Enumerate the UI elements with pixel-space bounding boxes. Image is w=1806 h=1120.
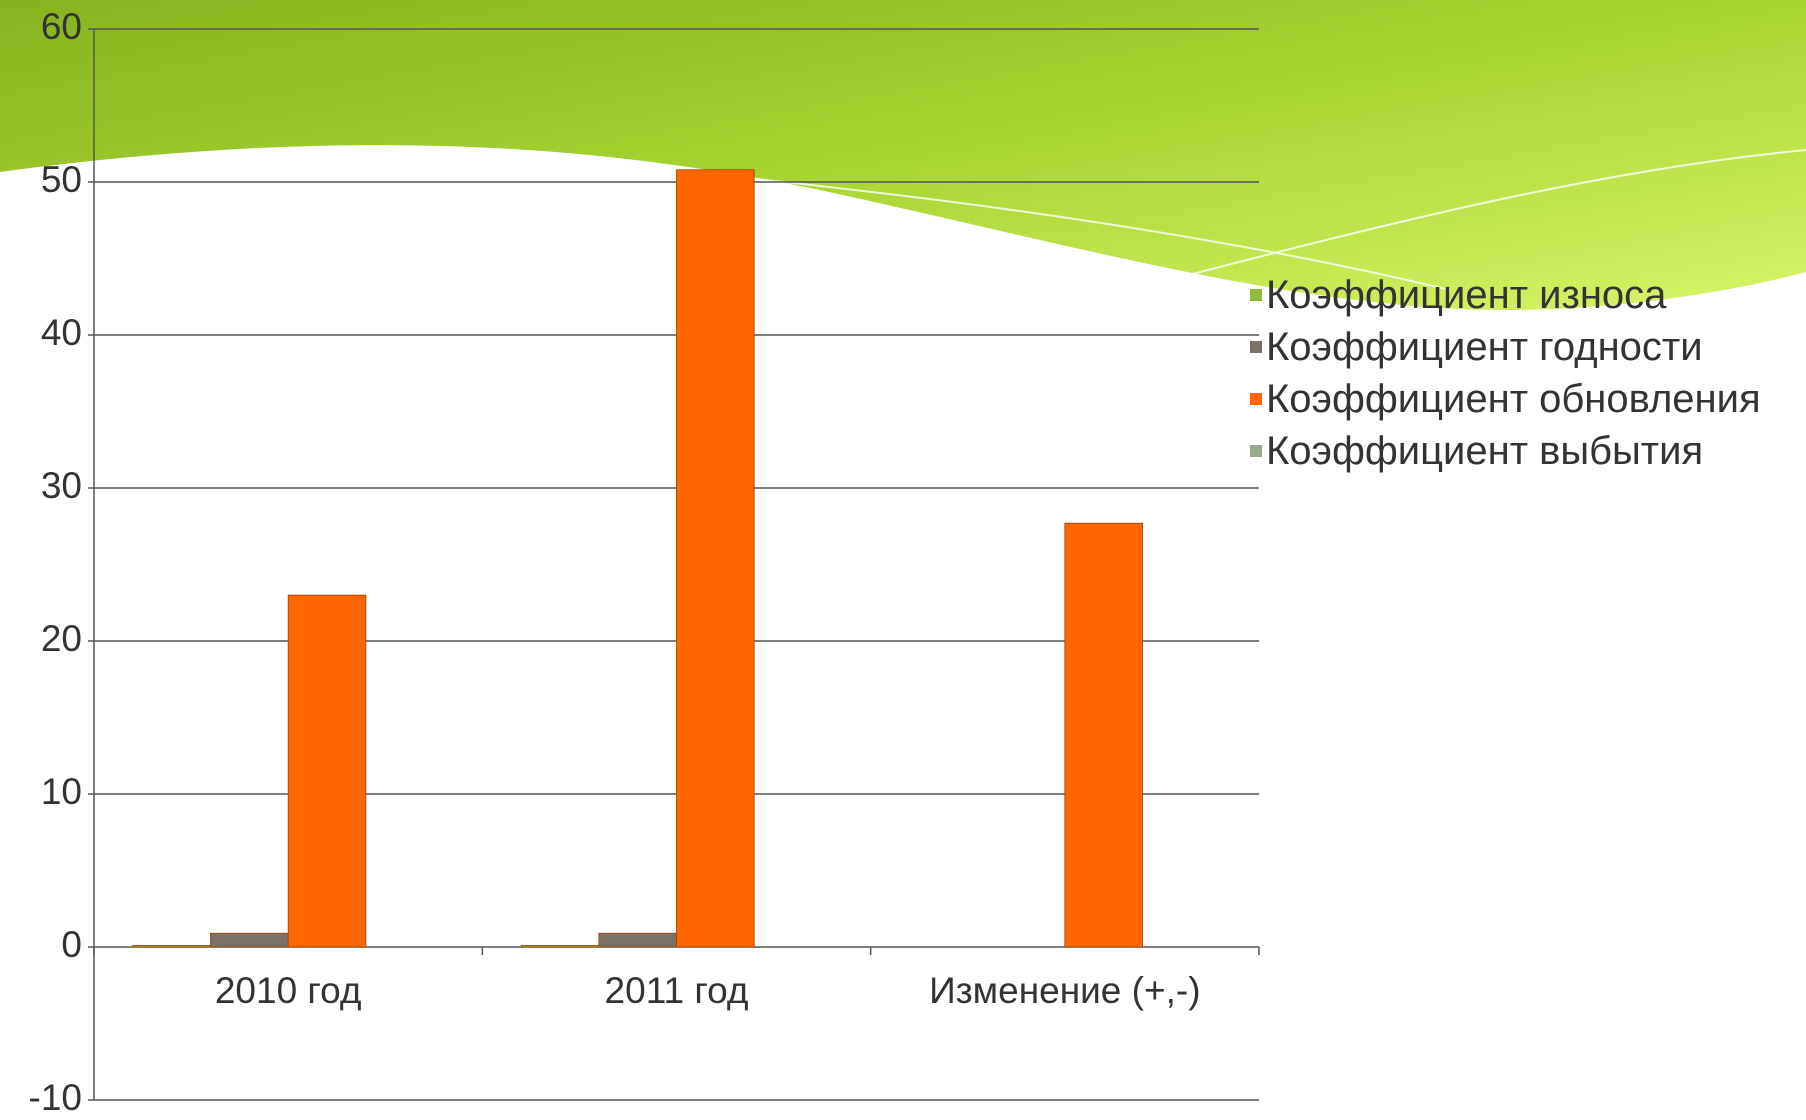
y-tick-label: 60	[41, 6, 82, 47]
legend-item: Коэффициент годности	[1250, 324, 1795, 370]
legend-item: Коэффициент обновления	[1250, 376, 1795, 422]
legend: Коэффициент износа Коэффициент годности Ко…	[1250, 272, 1795, 480]
y-tick-label: 50	[41, 159, 82, 200]
legend-label: Коэффициент годности	[1266, 325, 1703, 369]
bar	[132, 945, 211, 948]
legend-label: Коэффициент обновления	[1266, 377, 1761, 421]
bar	[598, 932, 677, 948]
legend-swatch	[1250, 341, 1262, 353]
legend-item: Коэффициент выбытия	[1250, 428, 1795, 474]
bar	[210, 932, 289, 948]
bar	[520, 945, 600, 948]
legend-swatch	[1250, 393, 1262, 405]
legend-label: Коэффициент износа	[1266, 273, 1667, 317]
x-tick-label: 2010 год	[215, 970, 362, 1011]
bar	[676, 169, 755, 948]
background-wave	[0, 0, 1806, 311]
y-tick-label: 10	[41, 771, 82, 812]
y-tick-label: 30	[41, 465, 82, 506]
legend-swatch	[1250, 445, 1262, 457]
y-tick-label: 20	[41, 618, 82, 659]
legend-item: Коэффициент износа	[1250, 272, 1795, 318]
bar	[1064, 522, 1143, 948]
x-tick-label: 2011 год	[605, 970, 749, 1011]
legend-label: Коэффициент выбытия	[1266, 429, 1704, 473]
y-tick-label: 0	[61, 924, 82, 965]
x-tick-label: Изменение (+,-)	[929, 970, 1200, 1011]
bar	[287, 594, 367, 948]
y-tick-label: -10	[29, 1077, 82, 1118]
legend-swatch	[1250, 289, 1262, 301]
y-tick-label: 40	[41, 312, 82, 353]
